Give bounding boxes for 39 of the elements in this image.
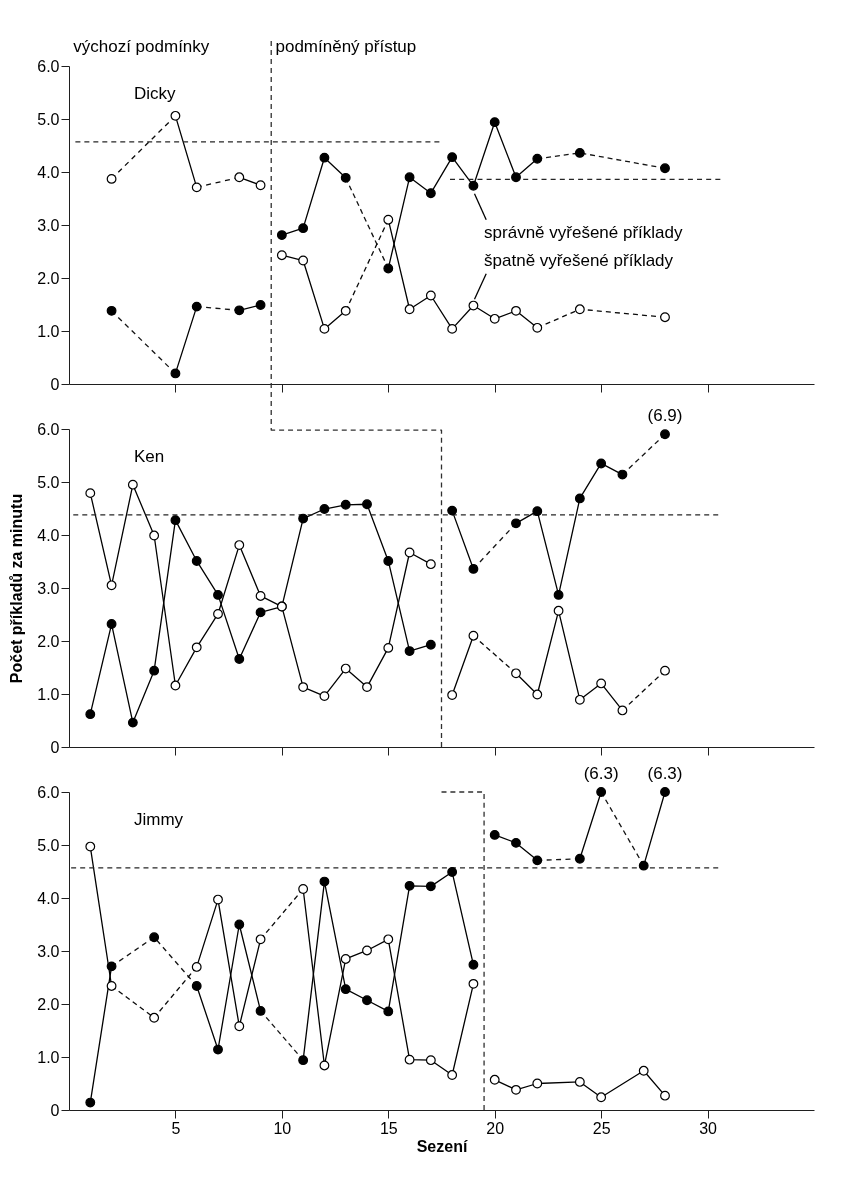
x-tick-label: 5: [171, 1119, 181, 1137]
annotation: správně vyřešené příklady: [484, 222, 683, 242]
y-tick-label: 2.0: [37, 632, 60, 650]
annotation: (6.3): [583, 764, 619, 783]
annotation: špatně vyřešené příklady: [484, 250, 674, 270]
y-tick-label: 2.0: [37, 269, 60, 287]
y-tick-label: 2.0: [37, 995, 60, 1013]
text: Dicky: [134, 84, 177, 103]
y-tick-label: 3.0: [37, 942, 60, 960]
x-tick-label: 30: [699, 1119, 718, 1137]
x-tick-label: 25: [592, 1119, 611, 1137]
y-tick-label: 1.0: [37, 1048, 60, 1066]
x-tick-label: 15: [379, 1119, 398, 1137]
y-tick-label: 3.0: [37, 579, 60, 597]
y-tick-label: 4.0: [37, 526, 60, 544]
y-axis-title: Počet příkladů za minutu: [8, 493, 26, 684]
y-tick-label: 6.0: [37, 57, 60, 75]
y-tick-label: 3.0: [37, 216, 60, 234]
y-tick-label: 4.0: [37, 163, 60, 181]
y-tick-label: 5.0: [37, 110, 60, 128]
text: výchozí podmínky: [73, 37, 210, 56]
x-tick-label: 20: [486, 1119, 505, 1137]
y-tick-label: 1.0: [37, 322, 60, 340]
y-tick-label: 5.0: [37, 836, 60, 854]
y-tick-label: 6.0: [37, 420, 60, 438]
y-tick-label: 6.0: [37, 783, 60, 801]
text: podmíněný přístup: [275, 37, 417, 56]
y-tick-label: 0: [50, 1101, 60, 1119]
x-axis-title: Sezení: [416, 1137, 468, 1155]
y-tick-label: 4.0: [37, 889, 60, 907]
text: Ken: [134, 447, 165, 466]
y-tick-label: 5.0: [37, 473, 60, 491]
annotation: (6.3): [647, 764, 683, 783]
annotation: (6.9): [647, 406, 683, 426]
y-tick-label: 0: [50, 738, 60, 756]
y-tick-label: 0: [50, 375, 60, 393]
x-tick-label: 10: [273, 1119, 292, 1137]
y-tick-label: 1.0: [37, 685, 60, 703]
text: Jimmy: [134, 810, 184, 829]
